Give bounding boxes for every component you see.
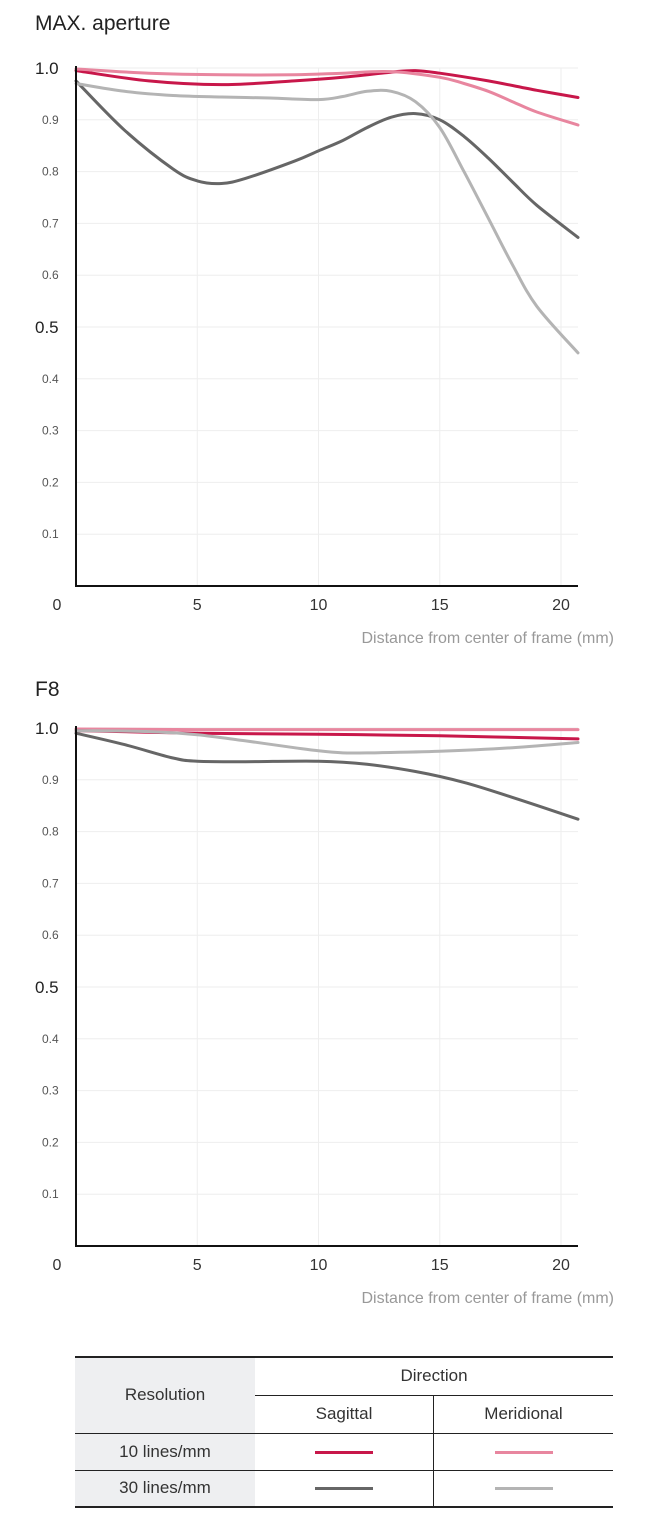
swatch-meridional-10 — [494, 1450, 553, 1454]
sagittal-header: Sagittal — [255, 1394, 434, 1433]
swatch-sagittal-10 — [315, 1450, 373, 1454]
series-line-m10 — [74, 67, 580, 127]
swatch-sagittal-30 — [315, 1487, 373, 1491]
y-tick-label: 0.7 — [42, 216, 59, 230]
x-axis-label: Distance from center of frame (mm) — [362, 630, 615, 647]
series-line-m10 — [74, 727, 580, 732]
y-tick-label: 0.3 — [42, 424, 59, 438]
y-tick-label: 0.4 — [42, 1032, 59, 1046]
x-tick-label: 5 — [193, 597, 202, 614]
x-tick-label: 15 — [431, 1257, 449, 1274]
legend-table: Resolution Direction Sagittal Meridional… — [75, 1356, 613, 1508]
x-axis-label: Distance from center of frame (mm) — [362, 1290, 615, 1307]
y-tick-label: 0.1 — [42, 527, 59, 541]
x-tick-label: 15 — [431, 597, 449, 614]
swatch-meridional-30 — [494, 1487, 553, 1491]
row-label-10lines: 10 lines/mm — [75, 1432, 255, 1470]
y-tick-label: 0.6 — [42, 928, 59, 942]
y-tick-label: 0.4 — [42, 372, 59, 386]
row-label-30lines: 30 lines/mm — [75, 1469, 255, 1508]
y-tick-label: 0.2 — [42, 1135, 59, 1149]
x-tick-label: 10 — [310, 1257, 328, 1274]
y-tick-label: 1.0 — [35, 59, 59, 78]
series-line-m30 — [74, 729, 580, 755]
x-tick-label: 5 — [193, 1257, 202, 1274]
y-tick-label: 0.8 — [42, 165, 59, 179]
y-tick-label: 0.7 — [42, 876, 59, 890]
y-tick-label: 0.5 — [35, 978, 59, 997]
chart-title: MAX. aperture — [35, 12, 171, 35]
x-tick-label: 0 — [53, 1257, 62, 1274]
x-tick-label: 20 — [552, 1257, 570, 1274]
y-tick-label: 0.2 — [42, 475, 59, 489]
y-tick-label: 0.9 — [42, 773, 59, 787]
y-tick-label: 0.6 — [42, 268, 59, 282]
meridional-header: Meridional — [433, 1394, 613, 1433]
y-tick-label: 0.3 — [42, 1084, 59, 1098]
series-line-s30 — [74, 79, 580, 239]
y-tick-label: 0.1 — [42, 1187, 59, 1201]
y-tick-label: 0.5 — [35, 318, 59, 337]
direction-header: Direction — [255, 1356, 613, 1395]
x-tick-label: 10 — [310, 597, 328, 614]
y-tick-label: 0.8 — [42, 825, 59, 839]
y-tick-label: 1.0 — [35, 719, 59, 738]
x-tick-label: 0 — [53, 597, 62, 614]
series-line-s30 — [74, 731, 580, 821]
series-line-m30 — [74, 82, 580, 355]
resolution-header: Resolution — [75, 1356, 255, 1433]
x-tick-label: 20 — [552, 597, 570, 614]
mtf-chart-svg: 0.1 0.2 0.3 0.4 0.5 0.6 0.7 0.8 0.9 1.0 0 5 10 15 20 Di… — [35, 59, 615, 647]
chart-title: F8 — [35, 678, 60, 701]
y-tick-label: 0.9 — [42, 113, 59, 127]
mtf-chart-svg: 0.1 0.2 0.3 0.4 0.5 0.6 0.7 0.8 0.9 1.0 0 5 10 15 20 Di… — [35, 719, 615, 1307]
